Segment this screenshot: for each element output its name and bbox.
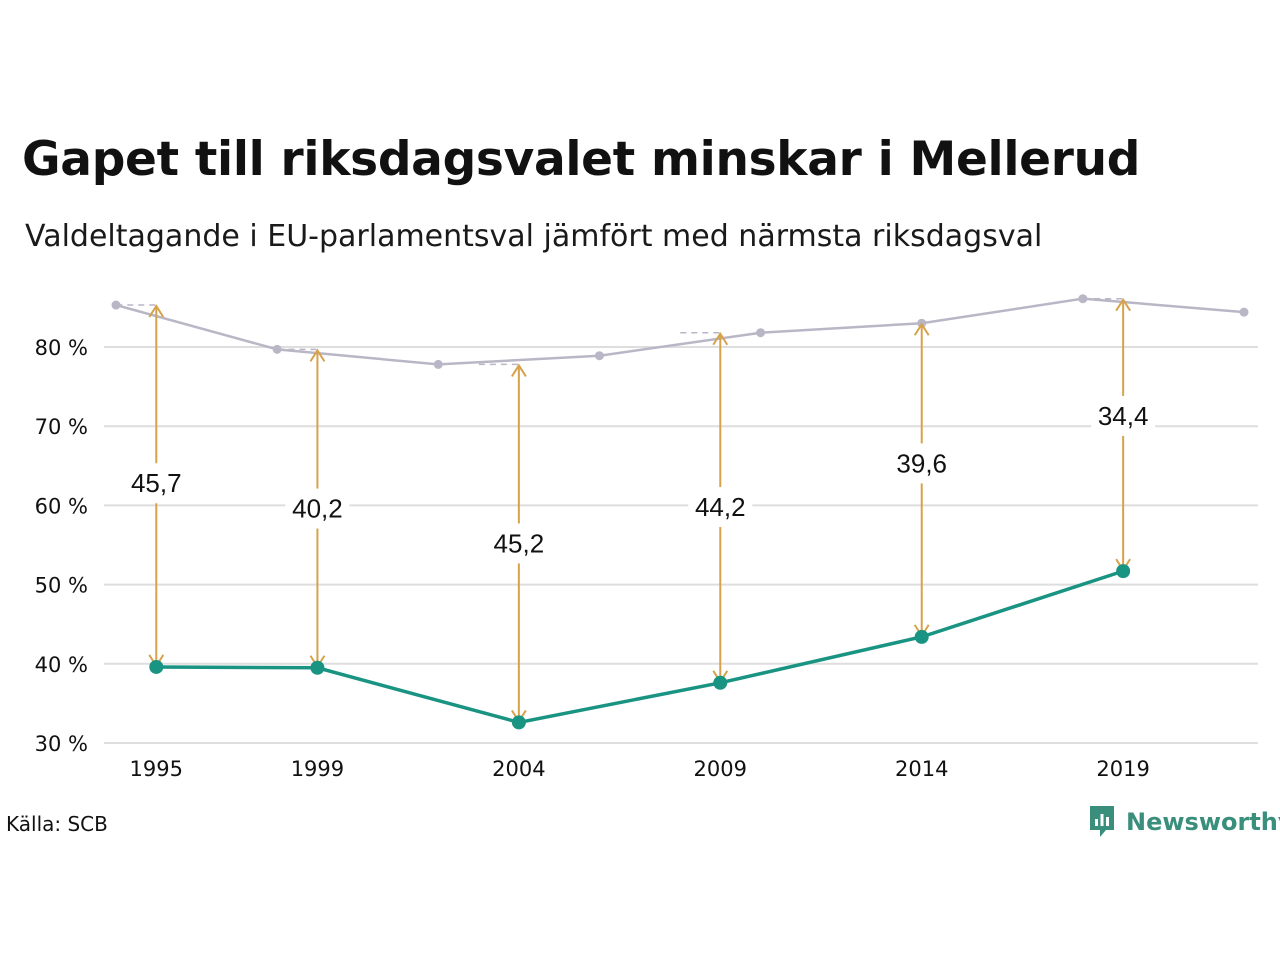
y-tick-label: 40 %: [35, 653, 88, 677]
riksdag-line: [115, 297, 1245, 366]
riksdag-point: [756, 328, 766, 338]
gap-label-background: [285, 488, 350, 529]
gap-arrow-head-up: [309, 348, 326, 362]
gap-arrow-head-up: [1115, 297, 1131, 312]
line-chart: 45,7 40,2 45,2 44,2 39,6 34,4 30 % 40 % 50 % 60 …: [35, 294, 1258, 781]
source-note: Källa: SCB: [6, 812, 108, 836]
riksdag-series: [111, 294, 1249, 369]
x-tick-label: 2019: [1096, 757, 1149, 781]
gap-label-background: [124, 463, 189, 504]
eu-point: [914, 629, 929, 644]
riksdag-point: [433, 359, 443, 369]
gap-label-background: [486, 523, 551, 564]
eu-point: [713, 675, 728, 690]
gap-label-background: [1091, 395, 1156, 436]
gap-label-background: [688, 486, 753, 527]
gap-label: 40,2: [292, 494, 343, 524]
gap-arrow-head-up: [511, 363, 527, 377]
axes: 30 % 40 % 50 % 60 % 70 % 80 % 1995 1999 2004 2009…: [35, 336, 1150, 781]
eu-point: [149, 659, 164, 674]
y-tick-label: 50 %: [35, 574, 88, 598]
eu-point: [310, 660, 325, 675]
eu-line: [156, 569, 1124, 725]
eu-point: [511, 715, 526, 730]
eu-series: [149, 564, 1131, 730]
newsworthy-logo-icon: [1090, 806, 1114, 837]
riksdag-point: [272, 344, 282, 354]
y-tick-label: 70 %: [35, 415, 88, 439]
y-tick-label: 30 %: [35, 732, 88, 756]
eu-point: [1116, 564, 1131, 579]
x-tick-label: 1995: [130, 757, 183, 781]
grid: [104, 346, 1258, 744]
gap-arrow-head-up: [712, 331, 729, 346]
x-tick-label: 2014: [895, 757, 948, 781]
x-tick-label: 1999: [291, 757, 344, 781]
newsworthy-logo[interactable]: Newsworthy: [1088, 804, 1280, 840]
gap-arrows: 45,7 40,2 45,2 44,2 39,6 34,4: [116, 297, 1156, 724]
y-tick-label: 80 %: [35, 336, 88, 360]
riksdag-point: [1078, 294, 1088, 304]
chart-title: Gapet till riksdagsvalet minskar i Melle…: [22, 132, 1141, 187]
gap-label: 34,4: [1098, 401, 1149, 431]
brand-name: Newsworthy: [1126, 808, 1280, 836]
gap-label: 44,2: [695, 492, 746, 522]
riksdag-point: [111, 300, 121, 310]
gap-label: 39,6: [896, 448, 947, 478]
riksdag-point: [594, 351, 604, 361]
gap-label: 45,2: [494, 528, 545, 558]
chart-subtitle: Valdeltagande i EU-parlamentsval jämfört…: [25, 219, 1043, 254]
riksdag-point: [1239, 307, 1249, 317]
gap-label-background: [889, 443, 954, 484]
y-tick-label: 60 %: [35, 494, 88, 518]
gap-arrow-head-up: [148, 304, 165, 318]
x-tick-label: 2004: [492, 757, 545, 781]
gap-arrow-head-up: [913, 322, 930, 336]
x-tick-label: 2009: [694, 757, 747, 781]
gap-label: 45,7: [131, 468, 182, 498]
